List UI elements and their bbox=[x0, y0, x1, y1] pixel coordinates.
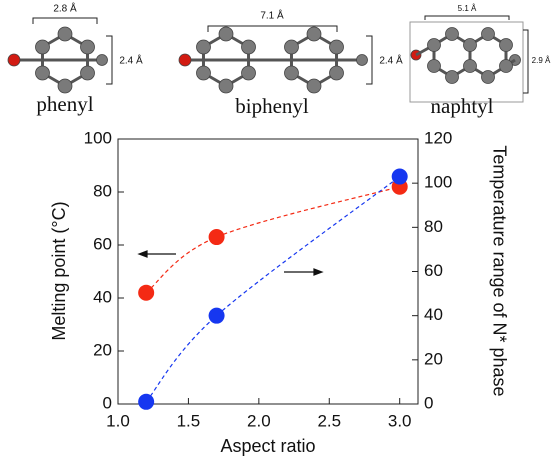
atom bbox=[330, 40, 344, 54]
x-tick-label: 2.0 bbox=[247, 411, 271, 430]
x-tick-label: 1.0 bbox=[106, 411, 130, 430]
y2-tick-label: 80 bbox=[424, 217, 443, 236]
width-label: 2.8 Å bbox=[53, 2, 77, 15]
y-tick-label: 80 bbox=[93, 181, 112, 200]
molecule-name: phenyl bbox=[36, 92, 93, 116]
atom bbox=[35, 66, 49, 80]
atom bbox=[284, 40, 298, 54]
page: {"molecules": [ {"name": "phenyl", "widt… bbox=[0, 0, 552, 461]
y-tick-label: 20 bbox=[93, 340, 112, 359]
y-axis-label: Melting point (°C) bbox=[49, 201, 69, 340]
plot-frame bbox=[118, 139, 418, 404]
y2-tick-label: 20 bbox=[424, 349, 443, 368]
atom bbox=[307, 79, 321, 93]
atom bbox=[196, 40, 210, 54]
atom bbox=[58, 27, 72, 41]
x-axis-label: Aspect ratio bbox=[220, 436, 315, 456]
marker bbox=[138, 394, 154, 410]
atom bbox=[81, 66, 95, 80]
atom bbox=[196, 66, 210, 80]
y2-axis-label: Temperature range of N* phase bbox=[489, 145, 509, 396]
y2-tick-label: 120 bbox=[424, 128, 452, 147]
atom bbox=[500, 60, 513, 73]
atom bbox=[219, 79, 233, 93]
y-tick-label: 40 bbox=[93, 287, 112, 306]
atom bbox=[330, 66, 344, 80]
atom bbox=[428, 60, 441, 73]
height-label: 2.4 Å bbox=[119, 54, 143, 67]
series-line bbox=[146, 177, 400, 402]
atom bbox=[179, 54, 191, 66]
x-tick-label: 3.0 bbox=[388, 411, 412, 430]
y-tick-label: 0 bbox=[103, 393, 112, 412]
atom bbox=[464, 39, 477, 52]
atom bbox=[242, 66, 256, 80]
atom bbox=[81, 40, 95, 54]
atoms bbox=[8, 27, 521, 93]
arrow-head bbox=[139, 251, 147, 257]
atom bbox=[8, 54, 20, 66]
x-tick-label: 2.5 bbox=[317, 411, 341, 430]
atom bbox=[97, 55, 108, 66]
atom bbox=[428, 39, 441, 52]
atom bbox=[500, 39, 513, 52]
atom bbox=[464, 60, 477, 73]
dimension-bracket bbox=[523, 30, 528, 93]
dimension-bracket bbox=[33, 18, 97, 24]
marker bbox=[392, 169, 408, 185]
atom bbox=[35, 40, 49, 54]
molecule-name: biphenyl bbox=[235, 94, 309, 118]
y2-tick-label: 60 bbox=[424, 261, 443, 280]
width-label: 7.1 Å bbox=[260, 9, 284, 22]
x-tick-label: 1.5 bbox=[177, 411, 201, 430]
arrow-head bbox=[314, 269, 322, 275]
marker bbox=[138, 285, 154, 301]
atom bbox=[446, 71, 459, 84]
dimension-bracket bbox=[425, 16, 509, 20]
y-tick-label: 60 bbox=[93, 234, 112, 253]
molecule-name: naphtyl bbox=[431, 94, 494, 118]
atom bbox=[482, 28, 495, 41]
y2-tick-label: 0 bbox=[424, 393, 433, 412]
atom bbox=[307, 27, 321, 41]
series-line bbox=[146, 187, 400, 293]
y-tick-label: 100 bbox=[84, 128, 112, 147]
figure: 2.8 Å 2.4 Å phenyl 7.1 Å 2.4 Å biphenyl … bbox=[0, 0, 552, 461]
atom bbox=[446, 28, 459, 41]
atom bbox=[242, 40, 256, 54]
width-label: 5.1 Å bbox=[458, 4, 477, 13]
marker bbox=[209, 308, 225, 324]
atom bbox=[219, 27, 233, 41]
atom bbox=[482, 71, 495, 84]
y2-tick-label: 40 bbox=[424, 305, 443, 324]
height-label: 2.9 Å bbox=[532, 56, 551, 65]
height-label: 2.4 Å bbox=[379, 54, 403, 67]
y2-tick-label: 100 bbox=[424, 173, 452, 192]
marker bbox=[209, 229, 225, 245]
atom bbox=[357, 55, 368, 66]
atom bbox=[284, 66, 298, 80]
